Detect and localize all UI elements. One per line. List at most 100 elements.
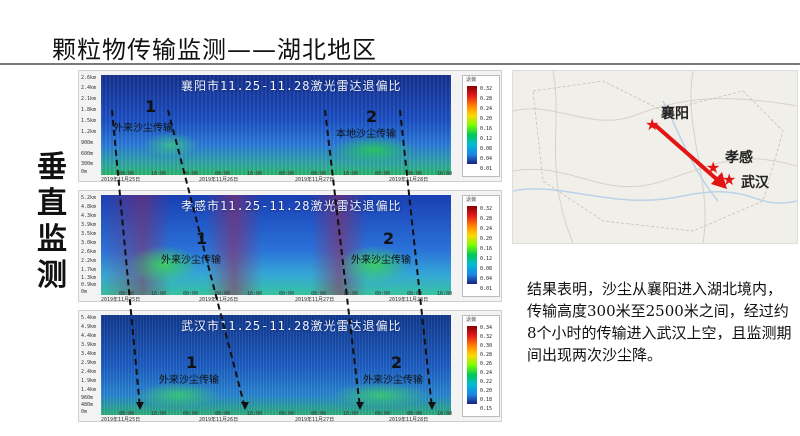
x-tick: 16:00 — [247, 411, 263, 417]
y-tick: 0.9km — [81, 282, 97, 288]
y-tick: 1.8km — [81, 107, 97, 113]
y-tick: 4.8km — [81, 204, 97, 210]
colorbar-tick: 0.04 — [480, 156, 493, 162]
transport-arrow — [653, 123, 723, 185]
colorbar-tick: 0.20 — [480, 388, 493, 394]
y-tick: 600m — [81, 151, 94, 157]
wuhan-star-icon: ★ — [722, 170, 737, 189]
result-text: 结果表明，沙尘从襄阳进入湖北境内，传输高度300米至2500米之间，经过约8个小… — [527, 280, 792, 364]
date-tick: 2019年11月28日 — [389, 297, 429, 303]
annotation-number: 1 — [186, 353, 198, 372]
lidar-panel-xiaogan: 孝感市11.25-11.28激光雷达退偏比 1 外来沙尘传输 2 外来沙尘传输 … — [78, 190, 502, 303]
date-tick: 2019年11月27日 — [295, 417, 335, 423]
y-tick: 1.5km — [81, 118, 97, 124]
title-divider — [0, 63, 800, 65]
x-tick: 00:00 — [375, 411, 391, 417]
colorbar-tick: 0.22 — [480, 379, 493, 385]
y-tick: 3.9km — [81, 222, 97, 228]
y-tick: 300m — [81, 161, 94, 167]
colorbar-strip — [467, 86, 477, 164]
colorbar-tick: 0.32 — [480, 334, 493, 340]
colorbar-tick: 0.18 — [480, 397, 493, 403]
y-tick: 2.6km — [81, 75, 97, 81]
date-tick: 2019年11月25日 — [101, 297, 141, 303]
y-tick: 1.2km — [81, 129, 97, 135]
annotation-number: 2 — [391, 353, 403, 372]
colorbar-tick: 0.04 — [480, 276, 493, 282]
colorbar: 退偏 0.32 0.28 0.24 0.20 0.16 0.12 0.08 0.… — [462, 195, 500, 297]
colorbar: 退偏 0.34 0.32 0.30 0.28 0.26 0.24 0.22 0.… — [462, 315, 500, 417]
y-tick: 2.1km — [81, 96, 97, 102]
annotation-text: 外来沙尘传输 — [113, 123, 173, 134]
city-label-xiangyang: 襄阳 — [661, 106, 689, 122]
lidar-panel-wuhan: 武汉市11.25-11.28激光雷达退偏比 1 外来沙尘传输 2 外来沙尘传输 … — [78, 310, 502, 423]
x-tick: 16:00 — [247, 291, 263, 297]
y-tick: 0m — [81, 409, 88, 415]
date-tick: 2019年11月26日 — [199, 297, 239, 303]
y-tick: 3.5km — [81, 231, 97, 237]
x-tick: 08:00 — [311, 411, 327, 417]
colorbar-tick: 0.34 — [480, 325, 493, 331]
colorbar-tick: 0.16 — [480, 246, 493, 252]
y-tick: 1.3km — [81, 275, 97, 281]
y-tick: 2.9km — [81, 360, 97, 366]
x-tick: 16:00 — [151, 411, 167, 417]
y-tick: 2.4km — [81, 369, 97, 375]
colorbar-tick: 0.32 — [480, 206, 493, 212]
colorbar-strip — [467, 206, 477, 284]
colorbar-tick: 0.28 — [480, 352, 493, 358]
y-tick: 1.4km — [81, 387, 97, 393]
x-tick: 00:00 — [375, 291, 391, 297]
y-tick: 4.9km — [81, 324, 97, 330]
date-tick: 2019年11月27日 — [295, 297, 335, 303]
colorbar-tick: 0.26 — [480, 361, 493, 367]
x-tick: 16:00 — [437, 171, 453, 177]
x-tick: 16:00 — [343, 411, 359, 417]
x-tick: 16:00 — [343, 171, 359, 177]
x-tick: 08:00 — [311, 171, 327, 177]
xiangyang-star-icon: ★ — [645, 115, 660, 134]
colorbar-tick: 0.20 — [480, 236, 493, 242]
y-tick: 0m — [81, 169, 88, 175]
y-tick: 480m — [81, 402, 94, 408]
x-tick: 08:00 — [215, 411, 231, 417]
y-tick: 5.2km — [81, 195, 97, 201]
y-tick: 0m — [81, 289, 88, 295]
colorbar-tick: 0.16 — [480, 126, 493, 132]
lidar-panel-xiangyang: 襄阳市11.25-11.28激光雷达退偏比 1 外来沙尘传输 2 本地沙尘传输 … — [78, 70, 502, 183]
x-tick: 16:00 — [343, 291, 359, 297]
x-tick: 08:00 — [311, 291, 327, 297]
y-tick: 1.9km — [81, 378, 97, 384]
x-tick: 08:00 — [119, 411, 135, 417]
x-tick: 00:00 — [375, 171, 391, 177]
x-tick: 16:00 — [437, 411, 453, 417]
x-tick: 16:00 — [151, 291, 167, 297]
colorbar-tick: 0.30 — [480, 343, 493, 349]
y-tick: 4.3km — [81, 213, 97, 219]
colorbar-strip — [467, 326, 477, 404]
annotation-text: 外来沙尘传输 — [159, 375, 219, 386]
colorbar-tick: 0.28 — [480, 96, 493, 102]
lidar-plot: 襄阳市11.25-11.28激光雷达退偏比 1 外来沙尘传输 2 本地沙尘传输 — [101, 75, 451, 175]
panel-title: 襄阳市11.25-11.28激光雷达退偏比 — [181, 79, 402, 93]
colorbar-tick: 0.32 — [480, 86, 493, 92]
date-tick: 2019年11月25日 — [101, 177, 141, 183]
hubei-map: ★ 襄阳 ★ 孝感 ★ 武汉 — [512, 70, 798, 244]
colorbar-title: 退偏 — [466, 317, 477, 323]
colorbar-title: 退偏 — [466, 77, 477, 83]
colorbar-tick: 0.01 — [480, 286, 493, 292]
colorbar-tick: 0.12 — [480, 136, 493, 142]
y-tick: 3.0km — [81, 240, 97, 246]
date-tick: 2019年11月26日 — [199, 417, 239, 423]
map-background — [513, 71, 797, 243]
colorbar-tick: 0.01 — [480, 166, 493, 172]
y-tick: 3.9km — [81, 342, 97, 348]
annotation-text: 外来沙尘传输 — [351, 255, 411, 266]
colorbar-tick: 0.24 — [480, 226, 493, 232]
colorbar-tick: 0.15 — [480, 406, 493, 412]
x-tick: 16:00 — [247, 171, 263, 177]
date-tick: 2019年11月27日 — [295, 177, 335, 183]
lidar-plot: 武汉市11.25-11.28激光雷达退偏比 1 外来沙尘传输 2 外来沙尘传输 — [101, 315, 451, 415]
y-tick: 1.7km — [81, 267, 97, 273]
annotation-text: 本地沙尘传输 — [336, 129, 396, 140]
